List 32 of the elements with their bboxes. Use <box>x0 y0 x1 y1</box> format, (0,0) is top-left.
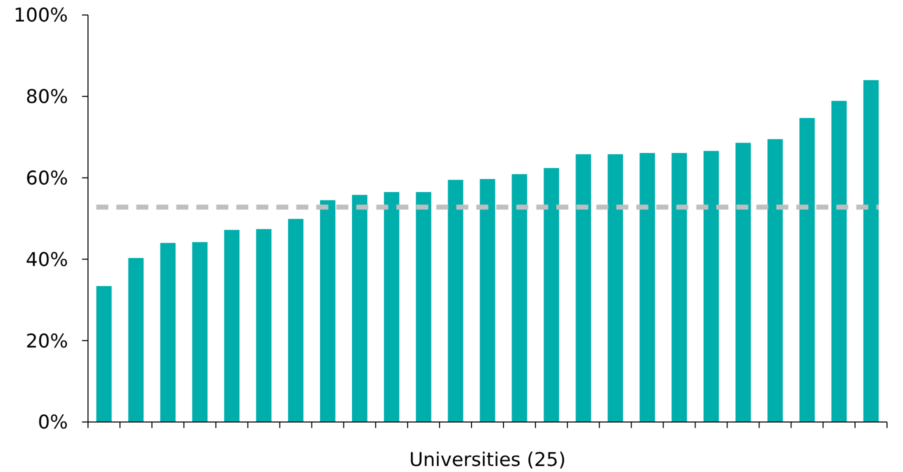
bar <box>256 229 272 422</box>
bar <box>160 242 176 422</box>
bar <box>863 80 879 422</box>
bar <box>448 180 464 422</box>
bar <box>831 100 847 422</box>
bar <box>767 139 783 422</box>
bar <box>128 258 144 422</box>
bar <box>192 242 208 422</box>
bar <box>384 192 400 422</box>
bar <box>224 230 240 422</box>
bar <box>799 118 815 422</box>
bar <box>672 152 687 422</box>
bar <box>736 142 751 422</box>
bar <box>608 154 624 422</box>
y-tick-label: 40% <box>26 248 68 271</box>
y-tick-label: 0% <box>38 412 68 434</box>
bar <box>512 174 528 422</box>
y-tick-label: 80% <box>26 86 68 108</box>
bar <box>352 194 368 422</box>
bar <box>576 154 592 422</box>
bar <box>416 192 432 422</box>
bar <box>544 168 560 422</box>
bar <box>640 152 655 422</box>
y-tick-label: 100% <box>14 4 68 27</box>
x-axis-title: Universities (25) <box>409 449 566 471</box>
bar <box>288 218 304 422</box>
y-tick-label: 20% <box>26 330 68 352</box>
bar <box>320 200 336 422</box>
bar <box>704 150 719 422</box>
y-tick-label: 60% <box>26 167 68 190</box>
bar <box>96 286 112 422</box>
bar <box>480 179 496 422</box>
